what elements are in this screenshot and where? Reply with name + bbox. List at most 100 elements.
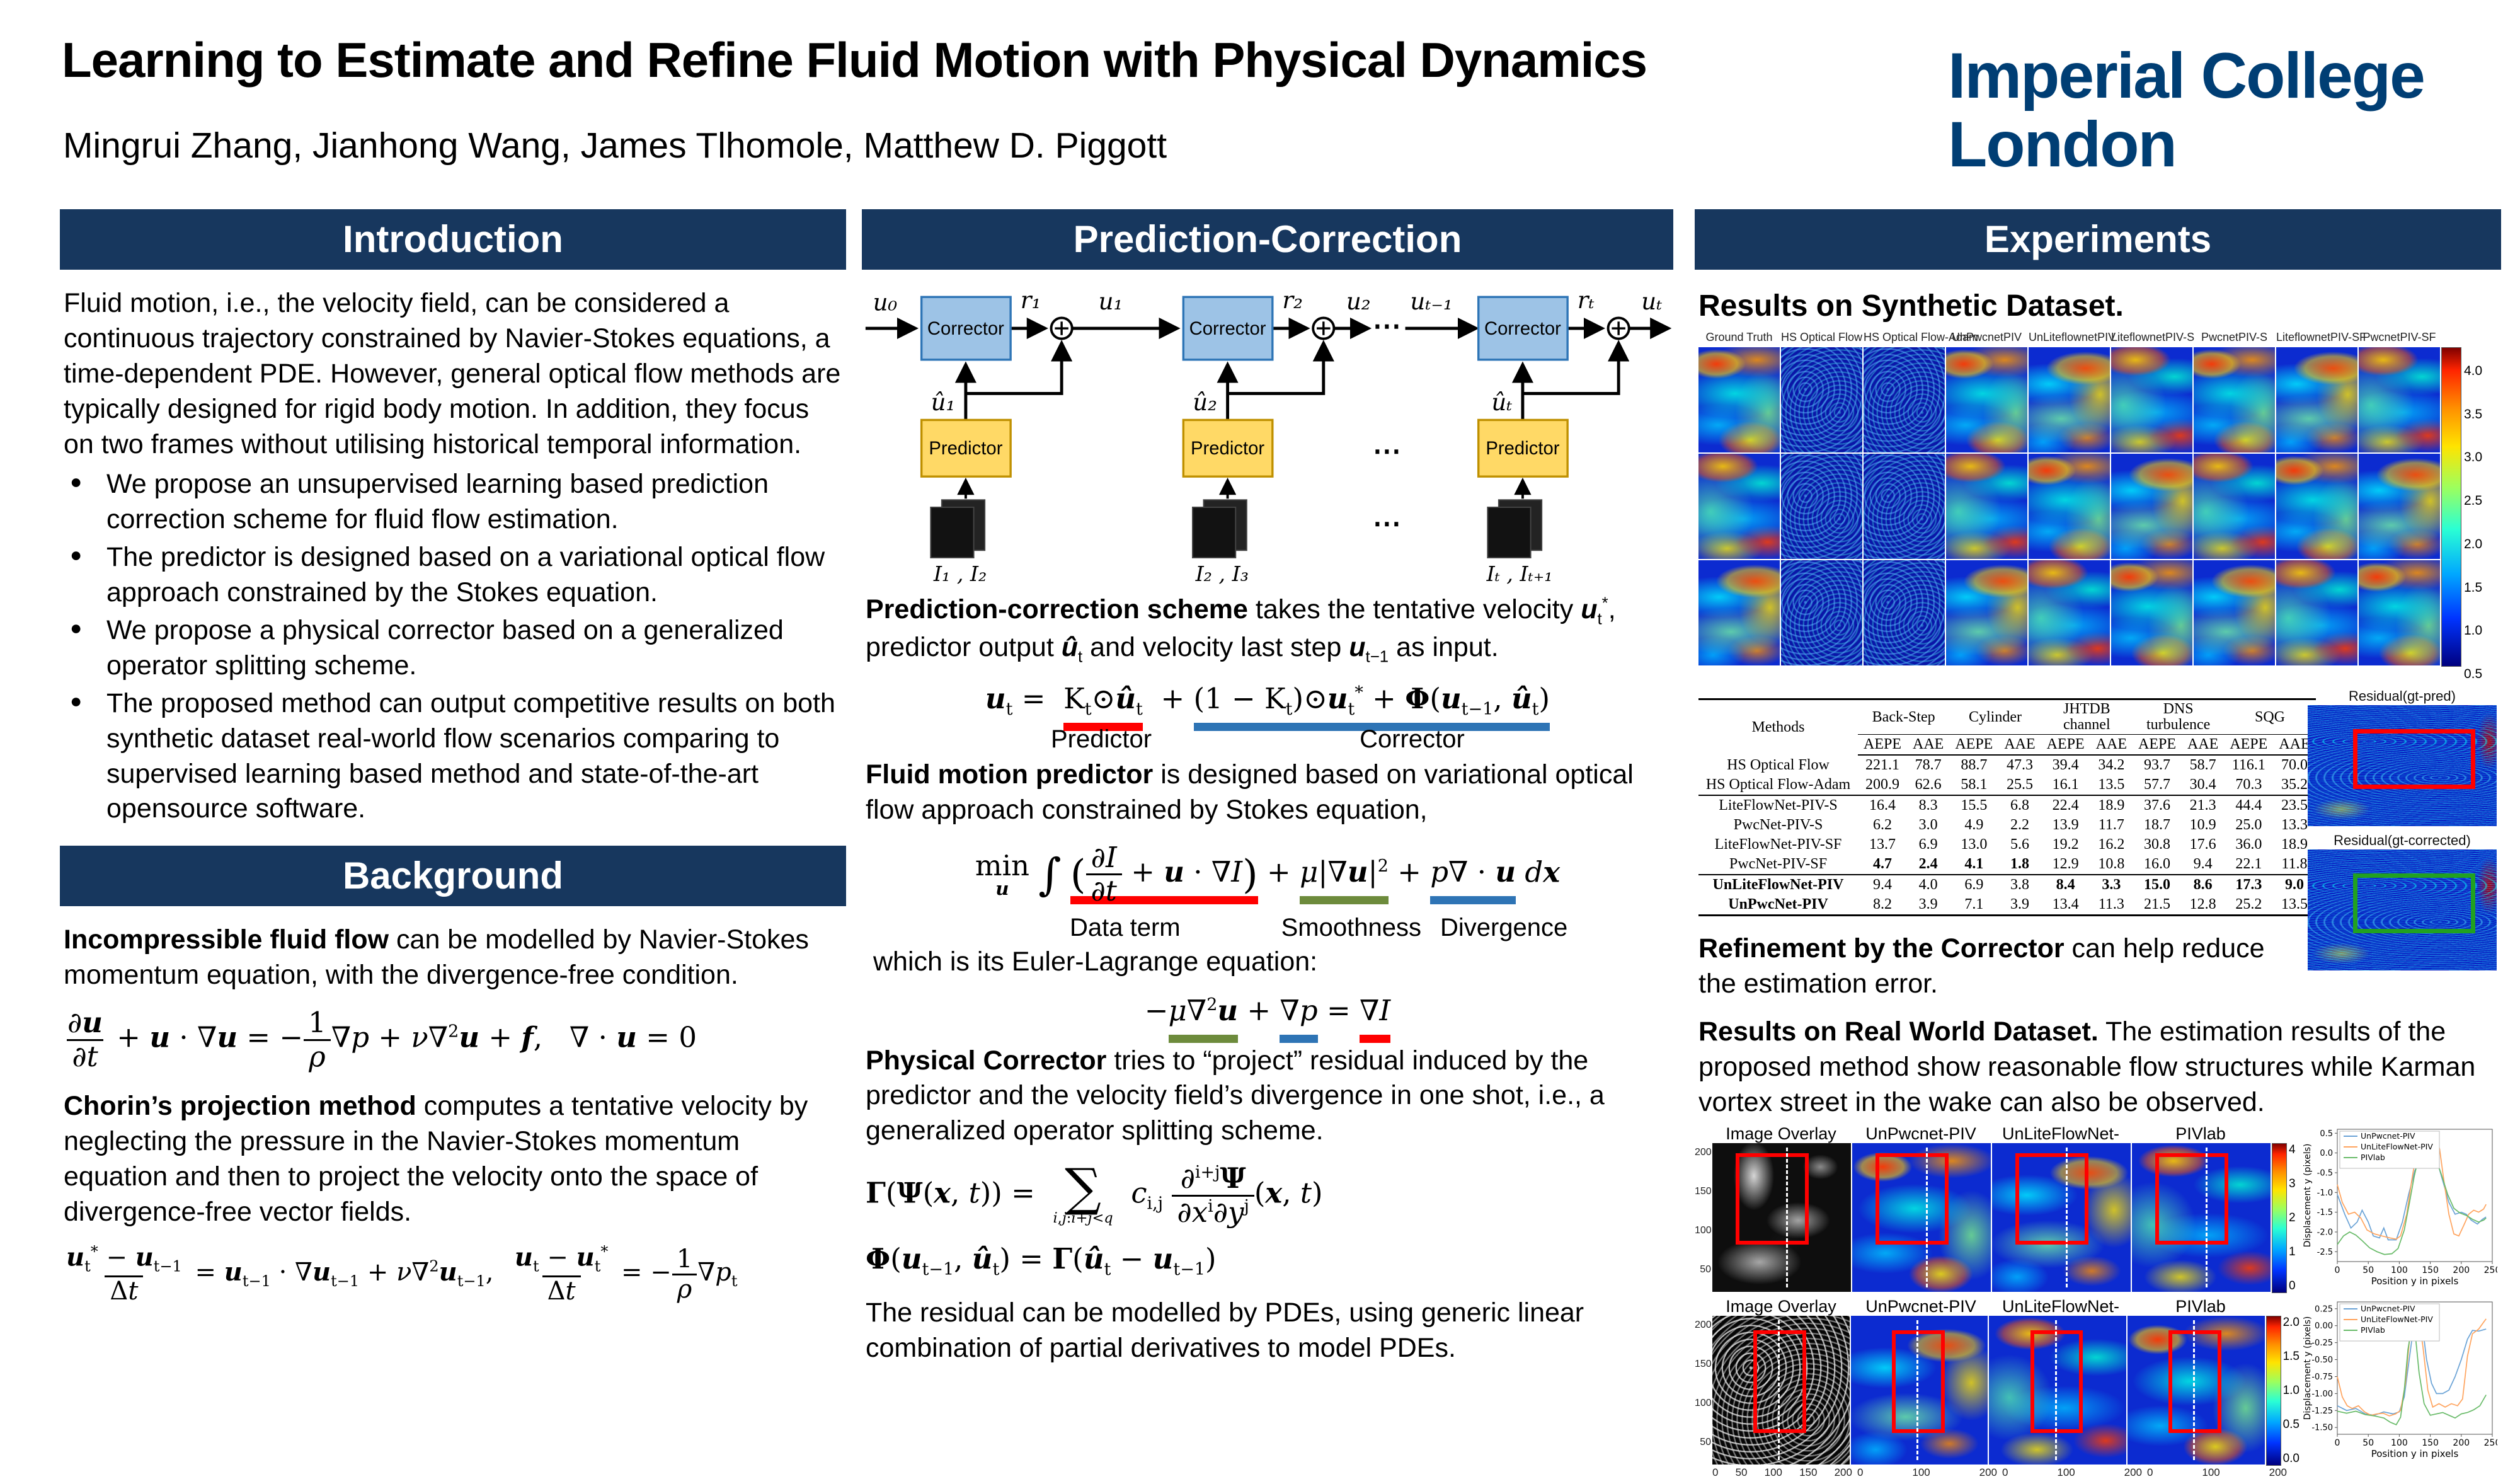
table-cell-method: UnLiteFlowNet-PIV — [1712, 877, 1844, 894]
grid-column-label: LiteflownetPIV-S — [2111, 331, 2195, 343]
table-cell-value: 2.4 — [1907, 855, 1950, 876]
table-cell-value: 16.1 — [2041, 775, 2090, 797]
table-cell-value: 10.8 — [2090, 855, 2133, 876]
panel-label: Image Overlay — [1726, 1124, 1836, 1143]
table-row: LiteFlowNet-PIV-S 16.4 8.3 15.5 6.8 22.4 18.9 3… — [1698, 795, 2316, 815]
corrector-box — [920, 296, 1012, 361]
table-row: HS Optical Flow-Adam 200.9 62.6 58.1 25.5 16.… — [1698, 775, 2316, 797]
table-header-metric: AEPE — [1858, 734, 1907, 756]
table-cell-value: 88.7 — [1961, 757, 1988, 774]
x-tick: 150 — [1799, 1466, 1818, 1478]
synthetic-results-title: Results on Synthetic Dataset. — [1698, 289, 2124, 323]
legend-entry: UnPwcnet-PIV — [2361, 1304, 2415, 1313]
section-title: Background — [342, 855, 564, 897]
physical-corrector-paragraph: Physical Corrector tries to “project” re… — [866, 1045, 1605, 1146]
u1-label: u₁ — [1099, 288, 1123, 315]
grid-column-label: UnPwcnetPIV — [1951, 331, 2022, 343]
x-tick-label: 250 — [2484, 1265, 2497, 1275]
prediction-correction-diagram: Corrector Corrector Corrector Predictor … — [865, 287, 1672, 586]
table-cell-method: PwcNet-PIV-SF — [1698, 855, 1858, 876]
refinement-paragraph: Refinement by the Corrector can help red… — [1698, 933, 2265, 999]
table-row: UnLiteFlowNet-PIV 9.4 4.0 6.9 3.8 8.4 3.3 15.0 8… — [1698, 875, 2316, 895]
intro-paragraph: Fluid motion, i.e., the velocity field, … — [64, 288, 841, 459]
table-cell-value: 200.9 — [1858, 775, 1907, 797]
flow-field-thumbnail — [2359, 560, 2440, 665]
flow-field-thumbnail — [1946, 347, 2027, 452]
table-cell-value: 18.9 — [2098, 797, 2125, 814]
synthetic-grid-column: UnPwcnetPIV — [1946, 331, 2027, 667]
colorbar-tick: 1 — [2289, 1245, 2296, 1258]
section-header-prediction-correction: Prediction-Correction — [862, 209, 1673, 270]
real-world-paragraph: Results on Real World Dataset. The estim… — [1698, 1016, 2476, 1117]
displacement-line-chart: 0 50 100 150 200 250 0.25 0.00 -0.25 -0.50 -0.75 -1… — [2303, 1301, 2500, 1459]
legend-entry: UnLiteFlowNet-PIV — [2361, 1315, 2433, 1324]
grid-column-label: LiteflownetPIV-SF — [2276, 331, 2367, 343]
x-tick: 0 — [2002, 1466, 2008, 1478]
synthetic-grid-column: LiteflownetPIV-S — [2111, 331, 2195, 667]
real-world-row: Image Overlay UnPwcnet-PIV UnLiteFlowNet- P… — [1695, 1297, 2501, 1479]
colorbar-tick: 3 — [2289, 1177, 2296, 1190]
dashed-centerline — [2054, 1320, 2057, 1460]
displacement-chart-container: 0 50 100 150 200 250 0.25 0.00 -0.25 -0.50 -0.75 -1… — [2302, 1297, 2500, 1465]
real-world-colorbar — [2265, 1315, 2281, 1466]
flow-result-panel — [1992, 1142, 2131, 1292]
table-cell-value: 3.9 — [2010, 896, 2029, 913]
table-header-group: Cylinder — [1949, 699, 2041, 735]
table-header-metric: AEPE — [2132, 734, 2182, 756]
table-cell-value: 21.5 — [2143, 896, 2170, 913]
panel-label: PIVlab — [2175, 1296, 2226, 1316]
table-cell-value: 11.7 — [2098, 817, 2124, 834]
colorbar-tick: 2.5 — [2464, 493, 2483, 509]
logo-line-2: London — [1948, 108, 2177, 181]
flow-field-thumbnail — [1781, 560, 1862, 665]
table-cell-value: 15.5 — [1961, 797, 1988, 814]
legend-entry: UnLiteFlowNet-PIV — [2361, 1142, 2433, 1151]
residual-figure: Residual(gt-pred) — [2308, 688, 2497, 826]
y-tick-label: -1.25 — [2311, 1407, 2333, 1416]
flow-result-panel — [2127, 1315, 2265, 1465]
gamma-operator-equation: Γ(Ψ(x, t)) = ∑ i,j:i+j<q ci,j ∂i+jΨ ∂xi∂yj… — [866, 1158, 1323, 1229]
flow-field-thumbnail — [1781, 347, 1862, 452]
synthetic-grid-column: LiteflownetPIV-SF — [2276, 331, 2367, 667]
table-cell-value: 4.0 — [1918, 877, 1938, 894]
x-tick: 0 — [1712, 1466, 1719, 1478]
section-header-introduction: Introduction — [60, 209, 846, 270]
grid-column-label: HS Optical Flow-Adam — [1864, 331, 1979, 343]
flow-field-thumbnail — [2276, 347, 2357, 452]
table-cell-value: 13.4 — [2052, 896, 2079, 913]
r2-label: r₂ — [1282, 287, 1303, 314]
colorbar-tick: 0.5 — [2282, 1417, 2300, 1431]
table-cell-value: 13.7 — [1869, 836, 1896, 853]
predictor-box — [920, 418, 1012, 478]
real-world-figure-rows: Image Overlay UnPwcnet-PIV UnLiteFlowNet- P… — [1695, 1124, 2501, 1479]
flow-field-thumbnail — [2276, 454, 2357, 559]
flow-field-thumbnail — [2029, 347, 2110, 452]
table-cell-value: 30.8 — [2143, 836, 2170, 853]
table-header-metric: AEPE — [2041, 734, 2090, 756]
panel-label: PIVlab — [2175, 1124, 2226, 1143]
euler-lagrange-equation: −μ∇2u + ∇p = ∇I — [862, 993, 1673, 1043]
uhatt-label: ûₜ — [1491, 389, 1512, 416]
image-pair-label: Iₜ , Iₜ₊₁ — [1486, 561, 1553, 586]
table-cell-value: 116.1 — [2231, 757, 2265, 774]
y-tick: 150 — [1695, 1185, 1712, 1197]
residual-figure-label: Residual(gt-corrected) — [2334, 832, 2471, 848]
column-introduction: Introduction Fluid motion, i.e., the vel… — [60, 209, 846, 1311]
x-axis-label: Position y in pixels — [2371, 1448, 2459, 1459]
x-tick: 50 — [1735, 1466, 1748, 1478]
flow-field-thumbnail — [2111, 454, 2192, 559]
correction-equation-labels: Predictor Corrector — [862, 725, 1673, 754]
grid-column-label: UnLiteflownetPIV — [2029, 331, 2116, 343]
table-cell-value: 221.1 — [1865, 757, 1899, 774]
table-cell-method: HS Optical Flow-Adam — [1698, 775, 1858, 797]
table-cell-value: 25.2 — [2235, 896, 2262, 913]
highlight-box — [2155, 1153, 2228, 1245]
flow-field-thumbnail — [2194, 560, 2275, 665]
legend-box — [2339, 1131, 2440, 1169]
poster-title: Learning to Estimate and Refine Fluid Mo… — [62, 32, 1647, 88]
y-axis-label: Displacement y (pixels) — [2303, 1316, 2313, 1420]
x-tick-label: 0 — [2335, 1438, 2340, 1448]
flow-result-panel — [2132, 1142, 2271, 1292]
uhat2-label: û₂ — [1193, 389, 1217, 416]
y-axis-label: Displacement y (pixels) — [2303, 1143, 2313, 1247]
